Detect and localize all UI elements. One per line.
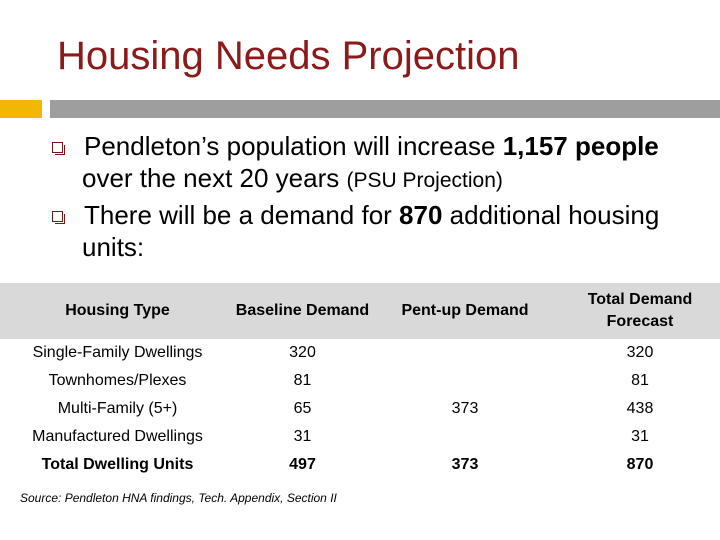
bullet-highlight: 1,157 people [502,131,659,161]
header-pentup-demand: Pent-up Demand [370,283,560,339]
cell-baseline: 65 [293,400,312,417]
cell-grand-total: 870 [626,456,654,473]
bullet-demand: There will be a demand for 870 additiona… [52,199,712,263]
bullet-list: Pendleton’s population will increase 1,1… [52,130,712,265]
bullet-text-part: There will be a demand for [84,200,400,230]
cell-housing-type: Townhomes/Plexes [48,372,187,389]
table-total-row: Total Dwelling Units 497 373 870 [0,451,720,479]
header-housing-type: Housing Type [0,283,235,339]
table-row: Multi-Family (5+) 65 373 438 [0,395,720,423]
bullet-text-part: over the next 20 years [82,163,347,193]
slide-title: Housing Needs Projection [57,34,520,78]
bullet-text-part: additional housing units: [82,200,660,262]
cell-housing-type: Multi-Family (5+) [57,400,178,417]
cell-baseline: 81 [293,372,312,389]
table-row: Townhomes/Plexes 81 81 [0,367,720,395]
cell-pentup [370,423,560,451]
cell-housing-type: Single-Family Dwellings [32,344,203,361]
source-note: Source: Pendleton HNA findings, Tech. Ap… [20,491,337,505]
cell-total: 81 [631,372,649,389]
cell-pentup [370,339,560,367]
cell-total-pentup: 373 [451,456,479,473]
bullet-source-note: (PSU Projection) [346,169,503,192]
cell-total-label: Total Dwelling Units [41,456,194,473]
cell-pentup [370,367,560,395]
cell-baseline: 31 [293,428,312,445]
cell-total: 320 [626,344,654,361]
bullet-highlight: 870 [399,200,443,230]
title-rule-bar [50,100,720,118]
bullet-text: There will be a demand for 870 additiona… [82,200,659,262]
bullet-text: Pendleton’s population will increase 1,1… [82,131,659,193]
cell-total-baseline: 497 [289,456,316,473]
bullet-population: Pendleton’s population will increase 1,1… [52,130,712,197]
cell-baseline: 320 [289,344,316,361]
cell-pentup: 373 [451,400,479,417]
table-header-row: Housing Type Baseline Demand Pent-up Dem… [0,283,720,339]
cell-total: 31 [631,428,649,445]
title-accent-bar [0,100,42,118]
table-row: Manufactured Dwellings 31 31 [0,423,720,451]
square-bullet-icon [52,211,65,224]
housing-demand-table: Housing Type Baseline Demand Pent-up Dem… [0,283,720,479]
header-baseline-demand: Baseline Demand [235,283,370,339]
table-row: Single-Family Dwellings 320 320 [0,339,720,367]
square-bullet-icon [52,142,65,155]
cell-housing-type: Manufactured Dwellings [32,428,203,445]
header-total-demand: Total Demand Forecast [560,283,720,339]
cell-total: 438 [626,400,654,417]
bullet-text-part: Pendleton’s population will increase [84,131,503,161]
